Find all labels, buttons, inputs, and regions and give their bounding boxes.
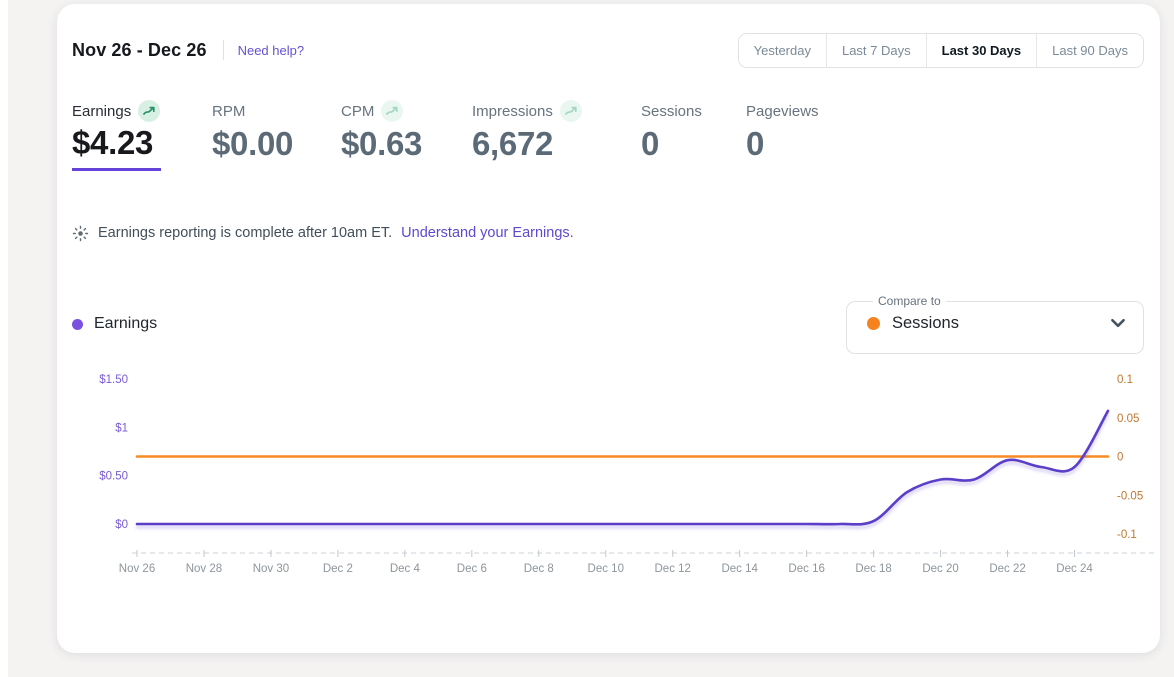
date-range-last-30-days-button[interactable]: Last 30 Days <box>926 33 1038 67</box>
svg-text:0.1: 0.1 <box>1117 374 1133 386</box>
metric-cpm[interactable]: CPM $0.63 <box>341 100 472 171</box>
svg-text:Dec 18: Dec 18 <box>855 563 891 575</box>
svg-text:$1.50: $1.50 <box>99 374 128 386</box>
svg-text:0: 0 <box>1117 452 1123 464</box>
svg-text:Dec 2: Dec 2 <box>323 563 353 575</box>
date-range-last-7-days-button[interactable]: Last 7 Days <box>826 33 927 67</box>
legend-earnings: Earnings <box>72 315 157 333</box>
metric-impressions-label: Impressions <box>472 102 553 120</box>
trend-up-faded-icon <box>381 100 404 122</box>
svg-text:Dec 22: Dec 22 <box>989 563 1025 575</box>
svg-text:Dec 6: Dec 6 <box>457 563 487 575</box>
trend-up-faded-icon <box>559 100 582 122</box>
svg-text:Nov 30: Nov 30 <box>253 563 289 575</box>
analytics-card: Nov 26 - Dec 26 Need help? Yesterday Las… <box>57 4 1160 653</box>
earnings-dot-icon <box>72 318 83 330</box>
metric-cpm-value: $0.63 <box>341 125 423 162</box>
svg-text:Dec 20: Dec 20 <box>922 563 958 575</box>
svg-text:Dec 10: Dec 10 <box>588 563 624 575</box>
svg-text:Dec 12: Dec 12 <box>655 563 691 575</box>
earnings-chart-svg: Nov 26 Nov 28 Nov 30 Dec 2 Dec 4 Dec 6 Dec 8 De… <box>99 374 1154 575</box>
svg-text:-0.1: -0.1 <box>1117 529 1137 541</box>
sun-icon <box>72 225 89 242</box>
svg-text:$0: $0 <box>115 519 128 531</box>
legend-earnings-label: Earnings <box>94 315 158 332</box>
metrics-row: Earnings $4.23 RPM $0.00 CPM <box>72 100 1144 171</box>
notice-text: Earnings reporting is complete after 10a… <box>98 225 393 241</box>
date-range-yesterday-button[interactable]: Yesterday <box>738 33 827 67</box>
date-range-last-90-days-button[interactable]: Last 90 Days <box>1037 33 1143 67</box>
compare-selected-value: Sessions <box>892 313 959 332</box>
metric-rpm-label: RPM <box>212 102 246 120</box>
svg-text:Dec 24: Dec 24 <box>1056 563 1093 575</box>
metric-impressions-value: 6,672 <box>472 125 554 162</box>
svg-text:Dec 16: Dec 16 <box>788 563 824 575</box>
header-divider <box>222 40 224 60</box>
svg-text:-0.05: -0.05 <box>1117 490 1143 502</box>
metric-impressions[interactable]: Impressions 6,672 <box>472 100 641 171</box>
metric-sessions-label: Sessions <box>641 102 702 120</box>
metric-rpm[interactable]: RPM $0.00 <box>212 100 341 171</box>
understand-earnings-link[interactable]: Understand your Earnings. <box>401 225 574 241</box>
metric-pageviews[interactable]: Pageviews 0 <box>746 100 819 171</box>
sessions-dot-icon <box>867 316 880 330</box>
header: Nov 26 - Dec 26 Need help? Yesterday Las… <box>72 32 1144 68</box>
compare-to-label: Compare to <box>878 294 941 308</box>
date-range-title: Nov 26 - Dec 26 <box>72 39 207 60</box>
metric-rpm-value: $0.00 <box>212 125 294 162</box>
svg-text:0.05: 0.05 <box>1117 413 1139 425</box>
metric-cpm-label: CPM <box>341 102 375 120</box>
metric-sessions[interactable]: Sessions 0 <box>641 100 746 171</box>
chevron-down-icon <box>1109 314 1127 332</box>
metric-earnings-value: $4.23 <box>72 124 154 161</box>
compare-to-select[interactable]: Compare to Sessions <box>846 294 1144 354</box>
date-range-selector: Yesterday Last 7 Days Last 30 Days Last … <box>737 32 1144 68</box>
svg-text:Dec 8: Dec 8 <box>524 563 554 575</box>
svg-text:Nov 28: Nov 28 <box>186 563 222 575</box>
trend-up-icon <box>138 100 161 122</box>
legend-row: Earnings Compare to Sessions <box>72 294 1144 354</box>
metric-earnings[interactable]: Earnings $4.23 <box>72 100 212 171</box>
metric-pageviews-label: Pageviews <box>746 102 819 120</box>
metric-earnings-label: Earnings <box>72 102 132 120</box>
svg-text:Nov 26: Nov 26 <box>119 563 155 575</box>
svg-text:Dec 14: Dec 14 <box>721 563 758 575</box>
svg-text:Dec 4: Dec 4 <box>390 563 421 575</box>
earnings-notice: Earnings reporting is complete after 10a… <box>72 223 1144 243</box>
earnings-chart: Nov 26 Nov 28 Nov 30 Dec 2 Dec 4 Dec 6 Dec 8 De… <box>72 366 1154 585</box>
metric-pageviews-value: 0 <box>746 125 765 162</box>
svg-text:$1: $1 <box>115 422 128 434</box>
need-help-link[interactable]: Need help? <box>237 42 305 58</box>
svg-text:$0.50: $0.50 <box>99 471 128 483</box>
metric-sessions-value: 0 <box>641 125 660 162</box>
